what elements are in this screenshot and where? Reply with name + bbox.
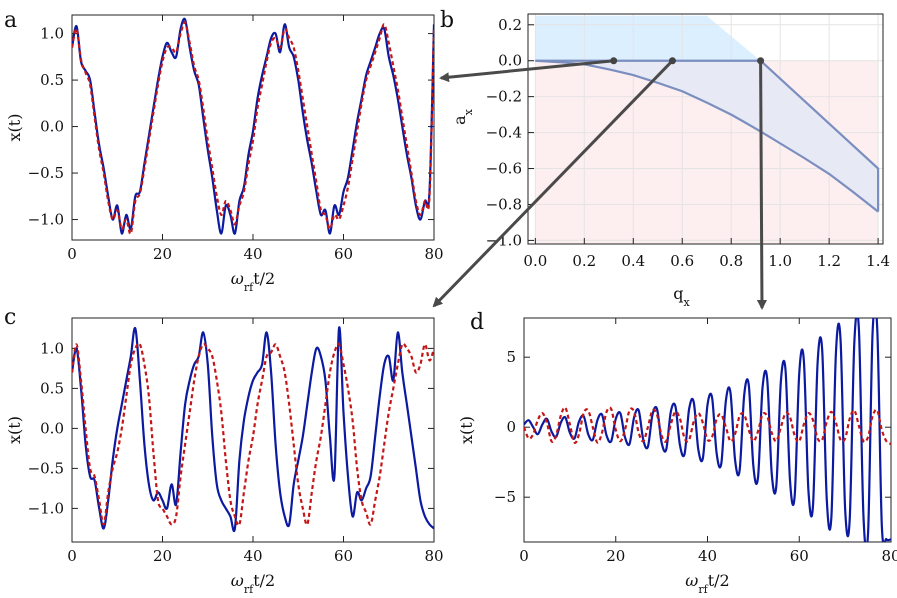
series-blue-solid (72, 17, 434, 235)
y-tick-label: −0.6 (486, 160, 522, 178)
x-axis-label-rest: t/2 (708, 571, 730, 590)
x-tick-label: 80 (424, 547, 443, 565)
y-tick-label: 0.5 (40, 379, 64, 397)
y-tick-label: 0.2 (498, 16, 522, 34)
y-tick-label: −5 (494, 488, 516, 506)
stability-region (535, 60, 879, 212)
x-tick-label: 20 (606, 547, 625, 565)
series-blue-solid (72, 326, 434, 533)
marker-point (668, 57, 676, 65)
arrows-layer (432, 57, 767, 310)
x-tick-label: 0 (67, 245, 77, 263)
x-axis-label-sub: rf (244, 583, 254, 596)
arrow-to-panel-a (439, 59, 614, 83)
panel-label-d: d (470, 310, 484, 335)
y-tick-label: −1.0 (28, 211, 64, 229)
upper-boundary (535, 59, 880, 212)
x-axis-label: ωrft/2 (685, 571, 729, 596)
panel-d-chart: 0 20 40 60 80 −5 0 5 ωrft/2 x(t) (457, 317, 897, 596)
x-tick-label: 20 (153, 547, 172, 565)
y-axis-label: x(t) (5, 416, 24, 444)
x-tick-label: 60 (790, 547, 809, 565)
y-tick-label: 0.0 (40, 118, 64, 136)
marker-point (757, 57, 765, 65)
x-tick-label: 1.2 (817, 252, 841, 270)
x-tick-label: 60 (334, 245, 353, 263)
plot-frame (527, 13, 884, 245)
panel-c-chart: 0 20 40 60 80 −1.0 −0.5 0.0 0.5 1.0 ωrft/2 x(t) (5, 317, 444, 596)
y-tick-label: 0.0 (40, 419, 64, 437)
x-tick-label: 0.2 (572, 252, 596, 270)
x-axis-label-main: q (673, 284, 683, 303)
x-axis-label-sub: x (684, 296, 691, 309)
y-tick-label: 1.0 (40, 339, 64, 357)
x-tick-label: 80 (424, 245, 443, 263)
panel-b-stability-diagram: 0.0 0.2 0.4 0.6 0.8 1.0 1.2 1.4−1.0−0.8−0.6−0.4… (450, 13, 890, 309)
y-axis-label-sub: x (462, 108, 475, 115)
y-axis-label: ax (450, 108, 475, 125)
series-red-dashed (72, 21, 434, 235)
x-axis-label-omega: ω (685, 571, 698, 590)
x-tick-label: 0.8 (719, 252, 743, 270)
x-axis-label: qx (673, 284, 690, 309)
panel-label-b: b (440, 8, 454, 33)
y-tick-label: 0.5 (40, 71, 64, 89)
x-tick-label: 40 (243, 547, 262, 565)
y-tick-label: −0.8 (486, 195, 522, 213)
y-tick-label: −0.5 (28, 459, 64, 477)
y-tick-label: 0 (506, 418, 516, 436)
arrow-to-panel-c (432, 59, 674, 308)
y-axis-label-main: a (450, 115, 469, 125)
y-axis-label: x(t) (5, 114, 24, 142)
x-axis-label-sub: rf (244, 281, 254, 294)
series-red-dashed (524, 406, 891, 445)
y-tick-label: −0.4 (486, 124, 522, 142)
x-axis-label-rest: t/2 (253, 269, 275, 288)
y-tick-label: −1.0 (28, 499, 64, 517)
panel-a-chart: 0 20 40 60 80 −1.0 −0.5 0.0 0.5 1.0 ωrft/2 x(t) (5, 14, 444, 294)
x-tick-label: 0.0 (523, 252, 547, 270)
series-blue-solid (524, 318, 891, 542)
arrow-to-panel-d (756, 60, 767, 310)
y-axis-label: x(t) (457, 416, 476, 444)
marker-point (610, 57, 618, 65)
x-axis-label-omega: ω (231, 269, 244, 288)
panel-label-a: a (4, 8, 17, 33)
y-tick-label: −0.5 (28, 164, 64, 182)
y-tick-label: 5 (506, 348, 516, 366)
x-tick-label: 0 (67, 547, 77, 565)
x-tick-label: 0.4 (621, 252, 645, 270)
x-tick-label: 20 (153, 245, 172, 263)
x-axis-label: ωrft/2 (231, 269, 275, 294)
x-tick-label: 1.0 (768, 252, 792, 270)
x-axis-label-omega: ω (231, 571, 244, 590)
x-tick-label: 60 (334, 547, 353, 565)
x-tick-label: 0 (519, 547, 529, 565)
y-tick-label: 1.0 (40, 25, 64, 43)
x-tick-label: 1.4 (866, 252, 890, 270)
x-tick-label: 0.6 (670, 252, 694, 270)
y-tick-label: −0.2 (486, 88, 522, 106)
lower-boundary (535, 59, 879, 213)
series-red-dashed (72, 342, 434, 527)
x-axis-label: ωrft/2 (231, 571, 275, 596)
blue-region (535, 15, 761, 61)
panel-label-c: c (4, 305, 16, 330)
x-axis-label-rest: t/2 (253, 571, 275, 590)
x-tick-label: 40 (243, 245, 262, 263)
x-tick-label: 80 (881, 547, 897, 565)
x-tick-label: 40 (698, 547, 717, 565)
y-tick-label: 0.0 (498, 52, 522, 70)
x-axis-label-sub: rf (698, 583, 708, 596)
